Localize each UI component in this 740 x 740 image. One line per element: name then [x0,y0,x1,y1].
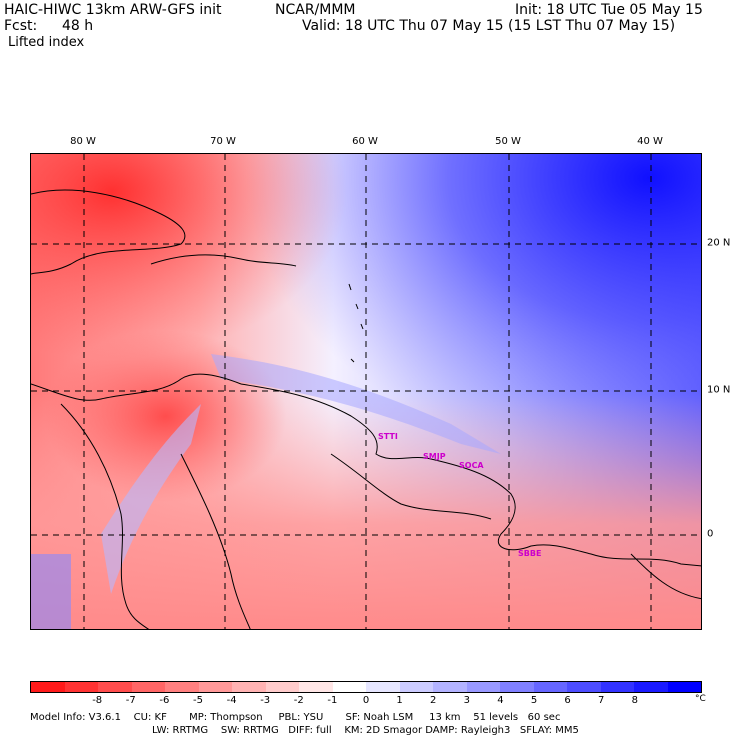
station-label: SOCA [459,461,484,470]
lat-label-10n: 10 N [707,384,731,396]
colorbar-segment [265,682,299,692]
colorbar-label: 2 [430,695,437,706]
colorbar-label: -1 [327,695,338,706]
colorbar-label: -5 [193,695,203,706]
lon-label-60w: 60 W [352,136,378,147]
colorbar-segment [533,682,567,692]
lon-label-80w: 80 W [70,136,96,147]
lat-label-0: 0 [707,528,714,540]
colorbar [30,681,702,693]
colorbar-segment [198,682,232,692]
colorbar-label: -2 [293,695,304,706]
colorbar-label: 6 [564,695,571,706]
station-label: STTI [378,432,398,441]
colorbar-label: -4 [226,695,237,706]
station-label: SMJP [423,452,446,461]
colorbar-segment [500,682,534,692]
colorbar-unit: °C [695,694,706,704]
lon-label-50w: 50 W [495,136,521,147]
colorbar-segment [667,682,701,692]
colorbar-label: 8 [631,695,638,706]
colorbar-segment [600,682,634,692]
colorbar-label: -6 [159,695,170,706]
colorbar-label: -8 [92,695,103,706]
lon-label-40w: 40 W [637,136,663,147]
colorbar-segment [131,682,165,692]
colorbar-segment [232,682,266,692]
model-info-line2: LW: RRTMG SW: RRTMG DIFF: full KM: 2D Sm… [152,725,579,736]
map-panel[interactable] [30,153,702,630]
colorbar-segment [165,682,199,692]
model-title: HAIC-HIWC 13km ARW-GFS init [4,2,222,18]
colorbar-segment [567,682,601,692]
colorbar-label: -3 [260,695,271,706]
colorbar-segment [98,682,132,692]
colorbar-segment [399,682,433,692]
lon-label-70w: 70 W [210,136,236,147]
station-label: SBBE [518,549,542,558]
colorbar-segment [31,682,65,692]
colorbar-label: 5 [530,695,538,706]
valid-time: Valid: 18 UTC Thu 07 May 15 (15 LST Thu … [302,18,676,34]
field-name: Lifted index [8,35,85,50]
forecast-hour: 48 h [62,18,94,34]
init-time: Init: 18 UTC Tue 05 May 15 [515,2,703,18]
colorbar-label: 1 [396,695,403,706]
colorbar-label: 7 [598,695,605,706]
colorbar-segment [634,682,668,692]
colorbar-label: -7 [125,695,136,706]
colorbar-label: 3 [463,695,470,706]
lifted-index-field [31,154,701,629]
colorbar-segment [433,682,467,692]
colorbar-segment [366,682,400,692]
colorbar-label: 0 [362,695,370,706]
colorbar-segment [466,682,500,692]
colorbar-label: 4 [497,695,504,706]
forecast-label: Fcst: [4,18,38,34]
colorbar-segment [64,682,98,692]
lat-label-20n: 20 N [707,237,731,249]
colorbar-segment [332,682,366,692]
colorbar-segment [299,682,333,692]
model-info-line1: Model Info: V3.6.1 CU: KF MP: Thompson P… [30,712,561,723]
org-label: NCAR/MMM [275,2,356,18]
